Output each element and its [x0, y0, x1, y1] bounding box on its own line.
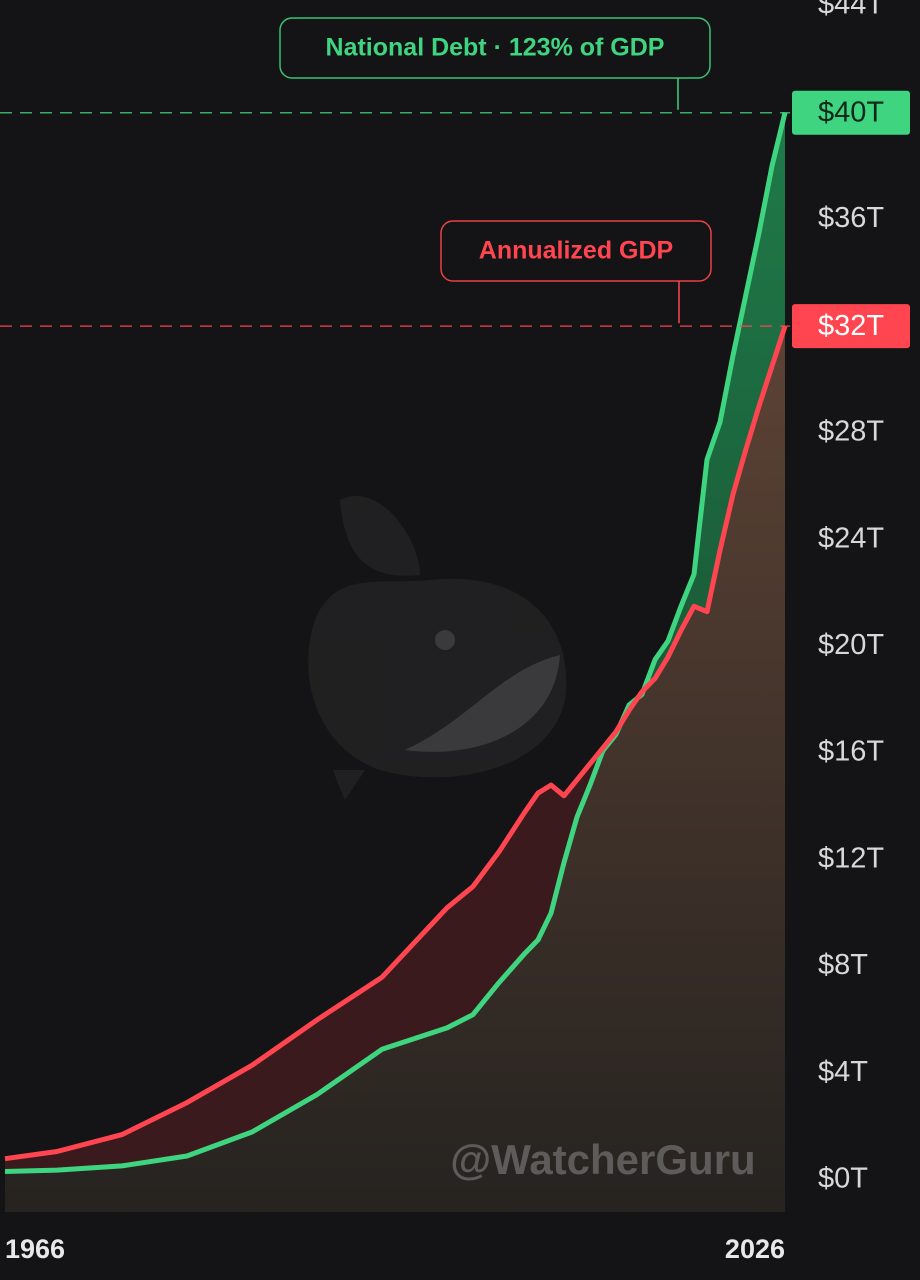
y-tick-label: $24T [818, 522, 884, 554]
series-line [4, 325, 788, 1162]
y-tick-label: $28T [818, 416, 884, 448]
legend-box [279, 17, 711, 79]
value-badge-label: $32T [818, 310, 884, 342]
y-tick-label: $16T [818, 736, 884, 768]
legend-label: Annualized GDP [479, 237, 673, 265]
value-badge-label: $40T [818, 96, 884, 128]
value-badge [792, 304, 910, 349]
y-tick-label: $36T [818, 202, 884, 234]
y-tick-label: $8T [818, 949, 868, 981]
area-overlap [5, 326, 785, 1212]
y-tick-label: $0T [818, 1163, 868, 1195]
y-tick-label: $44T [818, 0, 884, 21]
legend-box [440, 220, 712, 282]
whale-logo [308, 496, 567, 800]
plot [0, 111, 790, 1213]
x-tick-label: 2026 [725, 1234, 785, 1264]
y-tick-label: $20T [818, 629, 884, 661]
watermark: @WatcherGuru [450, 1136, 755, 1183]
y-tick-label: $4T [818, 1056, 868, 1088]
y-tick-label: $12T [818, 842, 884, 874]
series-line [4, 112, 788, 1174]
legend-label: National Debt · 123% of GDP [326, 34, 665, 62]
x-tick-label: 1966 [5, 1234, 65, 1264]
value-badge [792, 90, 910, 135]
